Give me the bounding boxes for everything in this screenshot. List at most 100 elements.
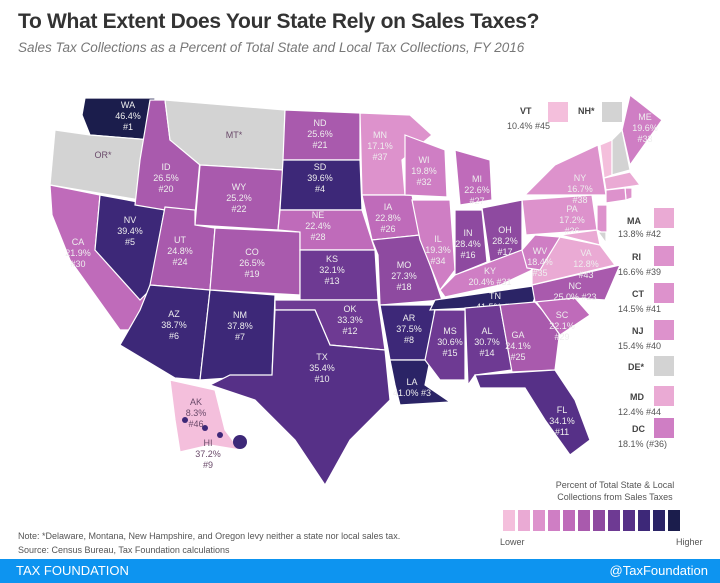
state-label-mt-abbr: MT*	[226, 130, 243, 140]
state-label-co-pct: 26.5%	[239, 258, 265, 268]
label-rank: #19	[244, 269, 259, 279]
label-abbr: PA	[566, 204, 577, 214]
state-label-wa-abbr: WA	[121, 100, 135, 110]
state-label-nv-rank: #5	[125, 237, 135, 247]
label-abbr: WV	[533, 246, 548, 256]
state-label-sd-rank: #4	[315, 184, 325, 194]
small-state-swatch-vt	[548, 102, 568, 122]
state-label-al-pct: 30.7%	[474, 337, 500, 347]
state-label-ok-pct: 33.3%	[337, 315, 363, 325]
small-state-abbr-de: DE*	[628, 362, 645, 372]
map-subtitle: Sales Tax Collections as a Percent of To…	[18, 40, 525, 55]
state-label-wa-pct: 46.4%	[115, 111, 141, 121]
label-pct: 33.3%	[337, 315, 363, 325]
state-label-ne-abbr: NE	[312, 210, 325, 220]
label-pct: 22.4%	[305, 221, 331, 231]
color-scale-step-7	[593, 510, 605, 531]
label-pct: 22.8%	[375, 213, 401, 223]
label-abbr: NM	[233, 310, 247, 320]
state-label-sc-rank: #29	[554, 332, 569, 342]
label-pct: 26.5%	[153, 173, 179, 183]
label-abbr: OH	[498, 225, 512, 235]
state-label-mn-abbr: MN	[373, 130, 387, 140]
state-label-sd-abbr: SD	[314, 162, 327, 172]
state-hi-island	[182, 417, 188, 423]
state-label-pa-pct: 17.2%	[559, 215, 585, 225]
label-rank: #12	[342, 326, 357, 336]
label-rank: #17	[497, 247, 512, 257]
state-label-id-abbr: ID	[162, 162, 172, 172]
state-ks	[299, 249, 379, 301]
state-ga	[499, 301, 561, 373]
state-label-wv-abbr: WV	[533, 246, 548, 256]
state-ms	[424, 309, 466, 381]
twitter-handle: @TaxFoundation	[609, 563, 708, 578]
state-label-pa-abbr: PA	[566, 204, 577, 214]
label-pct: 17.2%	[559, 215, 585, 225]
legend-title-line1: Percent of Total State & Local	[555, 480, 675, 490]
label-abbr: IN	[464, 228, 473, 238]
label-rank: #36	[564, 226, 579, 236]
state-label-tx-abbr: TX	[316, 352, 328, 362]
state-label-va-abbr: VA	[580, 248, 591, 258]
footnote: Note: *Delaware, Montana, New Hampshire,…	[18, 529, 400, 557]
legend-high: Higher	[676, 537, 703, 547]
label-abbr: NV	[124, 215, 137, 225]
state-ct	[605, 187, 627, 204]
state-label-ca-pct: 21.9%	[65, 248, 91, 258]
label-abbr: MT*	[226, 130, 243, 140]
label-pct: 39.6%	[307, 173, 333, 183]
state-label-id-pct: 26.5%	[153, 173, 179, 183]
state-label-wi-pct: 19.8%	[411, 166, 437, 176]
state-label-mo-pct: 27.3%	[391, 271, 417, 281]
label-rank: #7	[235, 332, 245, 342]
state-label-sc-pct: 22.1%	[549, 321, 575, 331]
state-label-ks-abbr: KS	[326, 254, 338, 264]
state-label-wv-rank: #35	[532, 268, 547, 278]
label-rank: #13	[324, 276, 339, 286]
state-label-ms-abbr: MS	[443, 326, 457, 336]
label-abbr: VA	[580, 248, 591, 258]
state-label-tx-rank: #10	[314, 374, 329, 384]
state-de	[596, 231, 607, 245]
label-abbr: IL	[434, 234, 442, 244]
state-label-wi-rank: #32	[416, 177, 431, 187]
state-label-hi-pct: 37.2%	[195, 449, 221, 459]
state-label-wy-pct: 25.2%	[226, 193, 252, 203]
label-abbr: MS	[443, 326, 457, 336]
label-abbr: MI	[472, 174, 482, 184]
state-label-ky-pct-rank: 20.4% #31	[468, 277, 511, 287]
label-pct: 24.1%	[505, 341, 531, 351]
label-pct: 26.5%	[239, 258, 265, 268]
state-label-ut-pct: 24.8%	[167, 246, 193, 256]
color-scale-step-6	[578, 510, 590, 531]
state-label-mi-pct: 22.6%	[464, 185, 490, 195]
small-state-value-ct: 14.5% #41	[618, 304, 662, 314]
label-abbr: IA	[384, 202, 393, 212]
color-scale-step-4	[548, 510, 560, 531]
state-label-oh-rank: #17	[497, 247, 512, 257]
label-pct: 22.6%	[464, 185, 490, 195]
state-nj	[596, 204, 608, 236]
label-pct: 32.1%	[319, 265, 345, 275]
state-label-az-rank: #6	[169, 331, 179, 341]
label-pct: 28.2%	[492, 236, 518, 246]
label-abbr: HI	[204, 438, 213, 448]
label-pct: 28.4%	[455, 239, 481, 249]
label-pct: 34.1%	[549, 416, 575, 426]
state-label-ak-rank: #46	[188, 419, 203, 429]
label-rank: #24	[172, 257, 187, 267]
small-state-abbr-md: MD	[630, 392, 644, 402]
state-label-il-rank: #34	[430, 256, 445, 266]
label-pct: 41.0%	[393, 388, 419, 398]
label-pct: 19.8%	[411, 166, 437, 176]
state-fl	[474, 369, 591, 456]
state-label-hi-rank: #9	[203, 460, 213, 470]
color-scale	[503, 510, 680, 531]
label-rank: #43	[578, 270, 593, 280]
legend-title: Percent of Total State & Local Collectio…	[515, 479, 715, 503]
state-ma	[603, 171, 642, 191]
label-pct: 37.2%	[195, 449, 221, 459]
state-label-al-rank: #14	[479, 348, 494, 358]
label-abbr: WA	[121, 100, 135, 110]
